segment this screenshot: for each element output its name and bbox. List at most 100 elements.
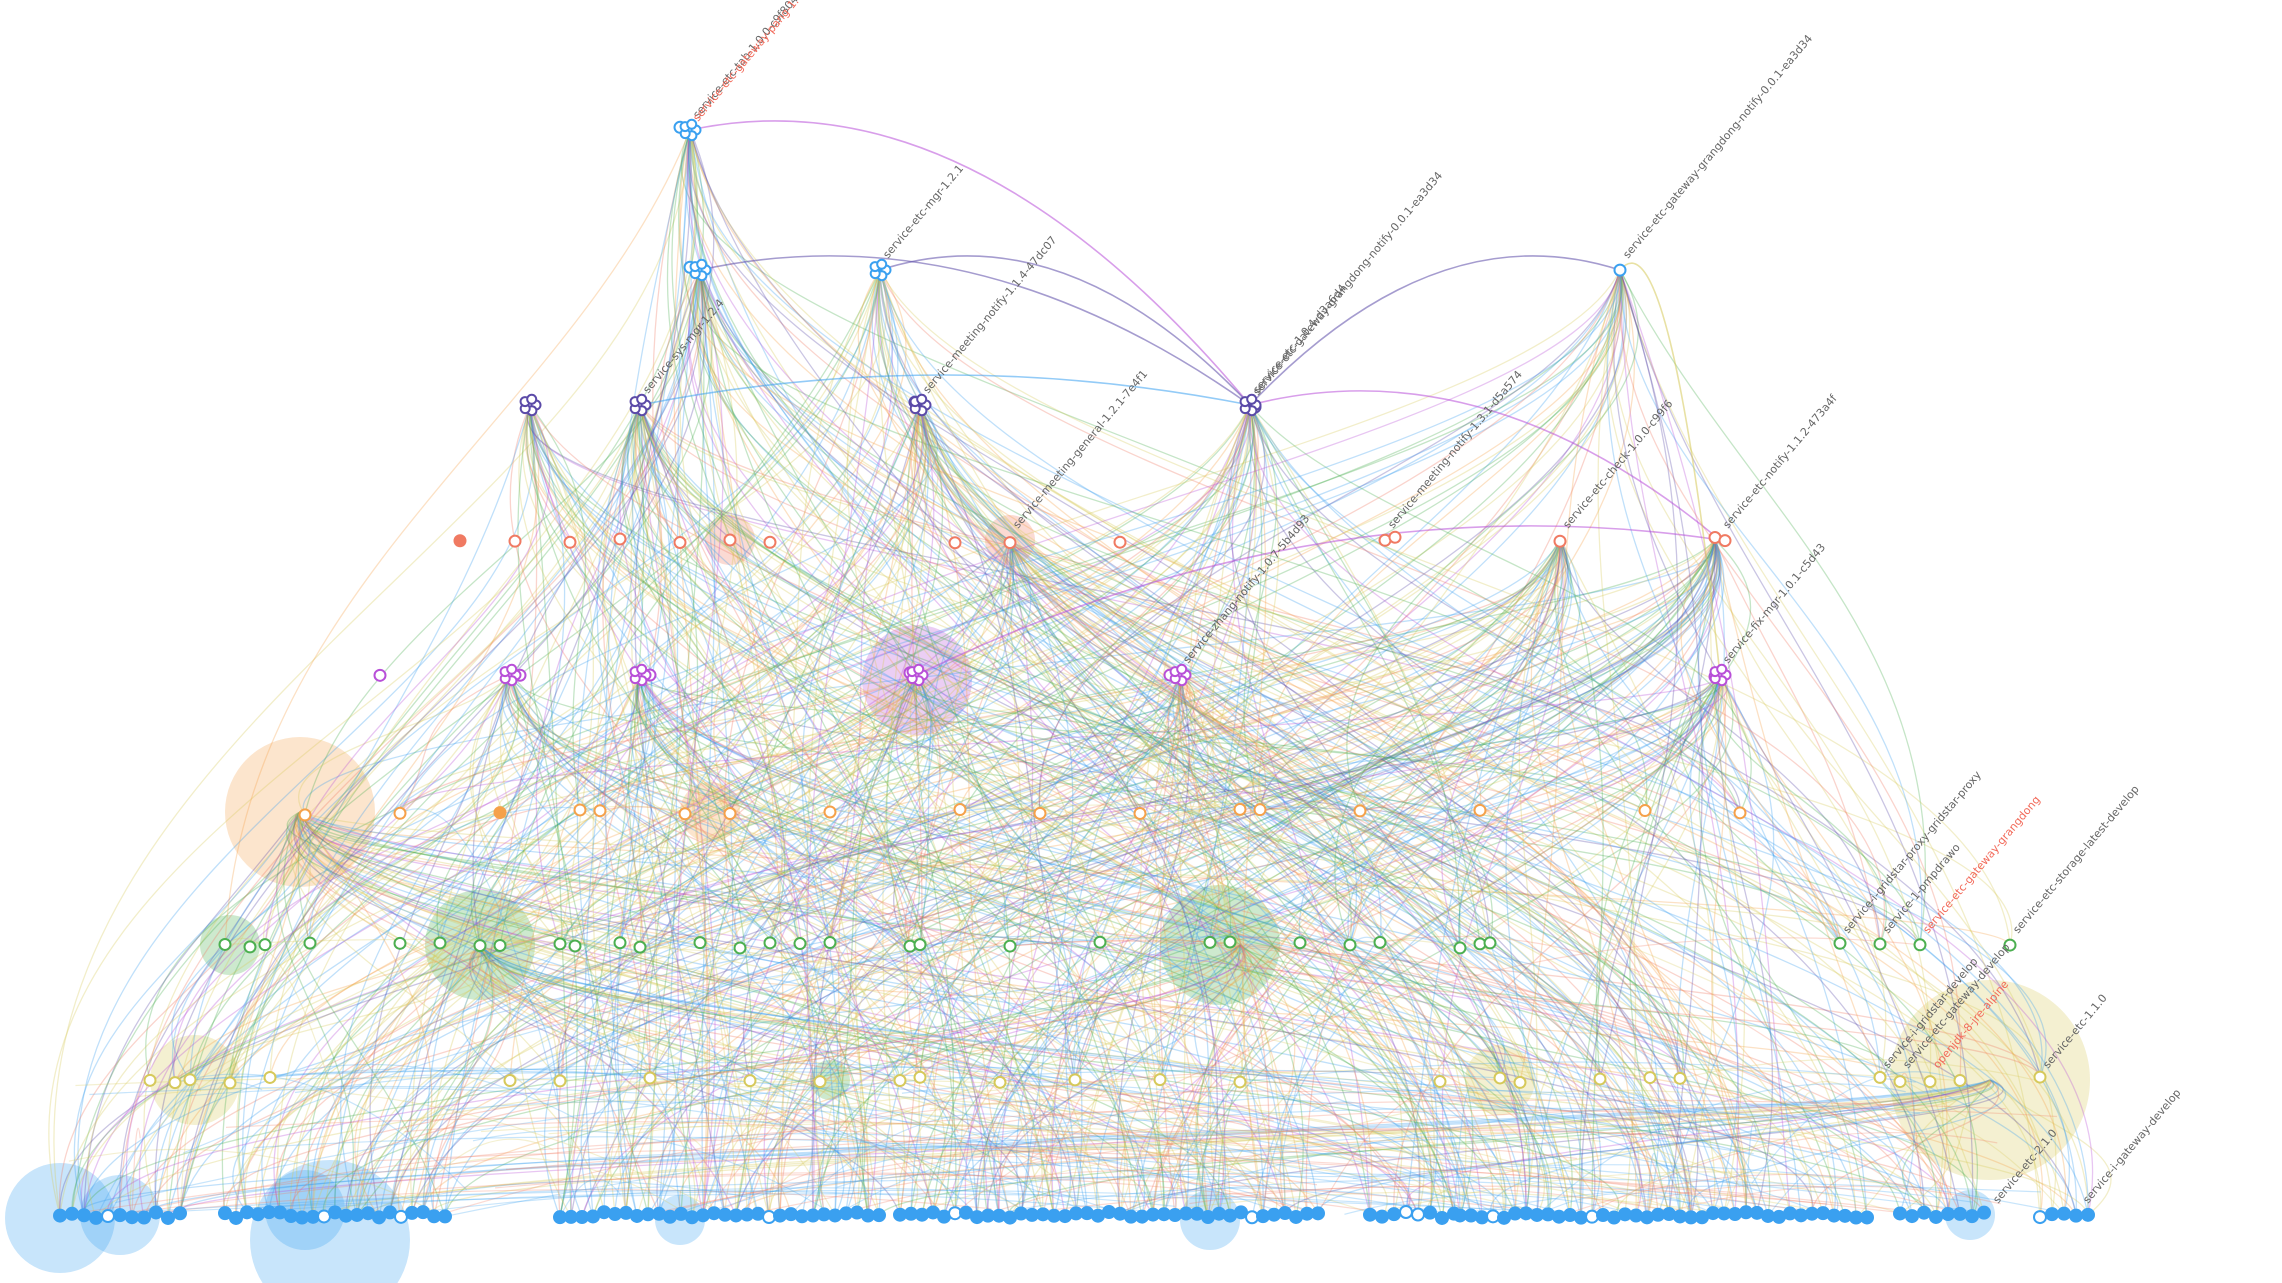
graph-node[interactable] xyxy=(613,936,627,950)
graph-node[interactable] xyxy=(593,804,607,818)
graph-node[interactable] xyxy=(143,1073,157,1087)
graph-node[interactable] xyxy=(218,937,232,951)
graph-node[interactable] xyxy=(1923,1075,1937,1089)
graph-node[interactable] xyxy=(1212,1206,1226,1221)
cluster-node[interactable] xyxy=(636,663,648,675)
graph-node[interactable] xyxy=(1833,936,1847,950)
graph-node[interactable] xyxy=(1873,937,1887,951)
graph-node[interactable] xyxy=(1411,1207,1425,1222)
graph-node[interactable] xyxy=(263,1070,277,1084)
graph-node[interactable] xyxy=(1718,534,1732,548)
graph-node[interactable] xyxy=(1388,530,1402,544)
graph-node[interactable] xyxy=(2033,1070,2047,1084)
cluster-node[interactable] xyxy=(526,393,538,405)
graph-node[interactable] xyxy=(553,1074,567,1088)
graph-node[interactable] xyxy=(1673,1071,1687,1085)
graph-node[interactable] xyxy=(1953,1073,1967,1087)
graph-node[interactable] xyxy=(723,807,737,821)
graph-node[interactable] xyxy=(298,808,312,822)
graph-node[interactable] xyxy=(743,1074,757,1088)
graph-node[interactable] xyxy=(1493,1071,1507,1085)
graph-node[interactable] xyxy=(1513,1075,1527,1089)
graph-node[interactable] xyxy=(1234,1205,1248,1220)
graph-node[interactable] xyxy=(113,1208,127,1223)
graph-node[interactable] xyxy=(508,534,522,548)
graph-node[interactable] xyxy=(1860,1210,1874,1225)
graph-node[interactable] xyxy=(65,1206,79,1221)
graph-node[interactable] xyxy=(1638,804,1652,818)
graph-node[interactable] xyxy=(1423,1205,1437,1220)
graph-node[interactable] xyxy=(1113,535,1127,549)
graph-node[interactable] xyxy=(1873,1070,1887,1084)
graph-node[interactable] xyxy=(763,936,777,950)
graph-node[interactable] xyxy=(1613,263,1627,277)
graph-node[interactable] xyxy=(125,1210,139,1225)
graph-node[interactable] xyxy=(243,940,257,954)
graph-node[interactable] xyxy=(1929,1209,1943,1224)
cluster-node[interactable] xyxy=(1176,663,1188,675)
graph-node[interactable] xyxy=(993,1075,1007,1089)
graph-node[interactable] xyxy=(503,1074,517,1088)
graph-node[interactable] xyxy=(1293,936,1307,950)
graph-node[interactable] xyxy=(258,938,272,952)
graph-node[interactable] xyxy=(1343,938,1357,952)
graph-node[interactable] xyxy=(1464,1208,1478,1223)
graph-node[interactable] xyxy=(1905,1209,1919,1224)
graph-node[interactable] xyxy=(350,1207,364,1222)
graph-node[interactable] xyxy=(1033,806,1047,820)
graph-node[interactable] xyxy=(723,533,737,547)
graph-node[interactable] xyxy=(893,1074,907,1088)
graph-node[interactable] xyxy=(2069,1208,2083,1223)
graph-node[interactable] xyxy=(763,535,777,549)
graph-node[interactable] xyxy=(473,939,487,953)
graph-node[interactable] xyxy=(1253,803,1267,817)
graph-node[interactable] xyxy=(1135,1209,1149,1224)
graph-node[interactable] xyxy=(1552,1209,1566,1224)
graph-node[interactable] xyxy=(393,806,407,820)
graph-node[interactable] xyxy=(633,940,647,954)
graph-node[interactable] xyxy=(1783,1206,1797,1221)
cluster-node[interactable] xyxy=(696,258,708,270)
graph-node[interactable] xyxy=(823,936,837,950)
graph-node[interactable] xyxy=(553,937,567,951)
graph-node[interactable] xyxy=(493,806,507,820)
graph-node[interactable] xyxy=(1133,806,1147,820)
graph-node[interactable] xyxy=(1662,1207,1676,1222)
graph-node[interactable] xyxy=(1483,936,1497,950)
graph-node[interactable] xyxy=(948,536,962,550)
cluster-node[interactable] xyxy=(1246,393,1258,405)
cluster-node[interactable] xyxy=(916,393,928,405)
graph-node[interactable] xyxy=(1223,935,1237,949)
graph-node[interactable] xyxy=(613,532,627,546)
graph-node[interactable] xyxy=(161,1210,175,1225)
graph-node[interactable] xyxy=(872,1208,886,1223)
graph-node[interactable] xyxy=(784,1207,798,1222)
graph-node[interactable] xyxy=(1893,1075,1907,1089)
graph-node[interactable] xyxy=(2081,1207,2095,1222)
graph-node[interactable] xyxy=(1068,1073,1082,1087)
graph-node[interactable] xyxy=(173,1206,187,1221)
cluster-node[interactable] xyxy=(876,258,888,270)
graph-node[interactable] xyxy=(696,1208,710,1223)
graph-node[interactable] xyxy=(1629,1208,1643,1223)
graph-node[interactable] xyxy=(1433,1075,1447,1089)
graph-node[interactable] xyxy=(1399,1205,1413,1220)
graph-node[interactable] xyxy=(1093,935,1107,949)
graph-node[interactable] xyxy=(149,1205,163,1220)
graph-node[interactable] xyxy=(823,805,837,819)
graph-node[interactable] xyxy=(953,803,967,817)
graph-node[interactable] xyxy=(793,937,807,951)
graph-node[interactable] xyxy=(438,1209,452,1224)
graph-node[interactable] xyxy=(2057,1206,2071,1221)
graph-node[interactable] xyxy=(2033,1210,2047,1225)
graph-node[interactable] xyxy=(1387,1207,1401,1222)
graph-node[interactable] xyxy=(1941,1207,1955,1222)
graph-node[interactable] xyxy=(1003,536,1017,550)
graph-node[interactable] xyxy=(1733,806,1747,820)
graph-node[interactable] xyxy=(168,1076,182,1090)
graph-node[interactable] xyxy=(913,1070,927,1084)
graph-node[interactable] xyxy=(1311,1206,1325,1221)
graph-node[interactable] xyxy=(393,936,407,950)
graph-node[interactable] xyxy=(1893,1206,1907,1221)
graph-node[interactable] xyxy=(915,1207,929,1222)
